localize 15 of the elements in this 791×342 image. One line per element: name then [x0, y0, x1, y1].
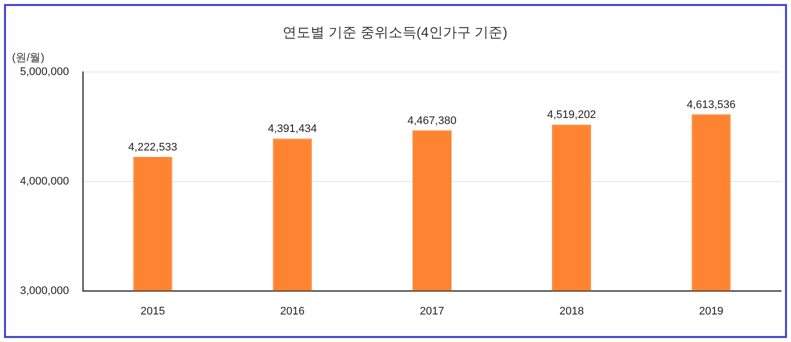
- y-axis-title: (원/월): [12, 52, 44, 64]
- data-label: 4,467,380: [408, 114, 456, 127]
- data-label: 4,391,434: [268, 123, 317, 136]
- chart-title: 연도별 기준 중위소득(4인가구 기준): [282, 24, 508, 40]
- x-tick-label: 2015: [140, 305, 165, 318]
- y-tick-label: 3,000,000: [20, 284, 69, 297]
- data-label: 4,519,202: [547, 109, 596, 122]
- y-tick-label: 4,000,000: [20, 175, 69, 188]
- x-tick-label: 2016: [280, 305, 305, 318]
- data-label: 4,222,533: [128, 142, 178, 154]
- x-tick-label: 2018: [559, 305, 584, 318]
- data-label: 4,613,536: [686, 98, 736, 111]
- y-tick-label: 5,000,000: [20, 66, 69, 78]
- x-tick-label: 2017: [420, 305, 444, 318]
- x-tick-label: 2019: [698, 305, 724, 318]
